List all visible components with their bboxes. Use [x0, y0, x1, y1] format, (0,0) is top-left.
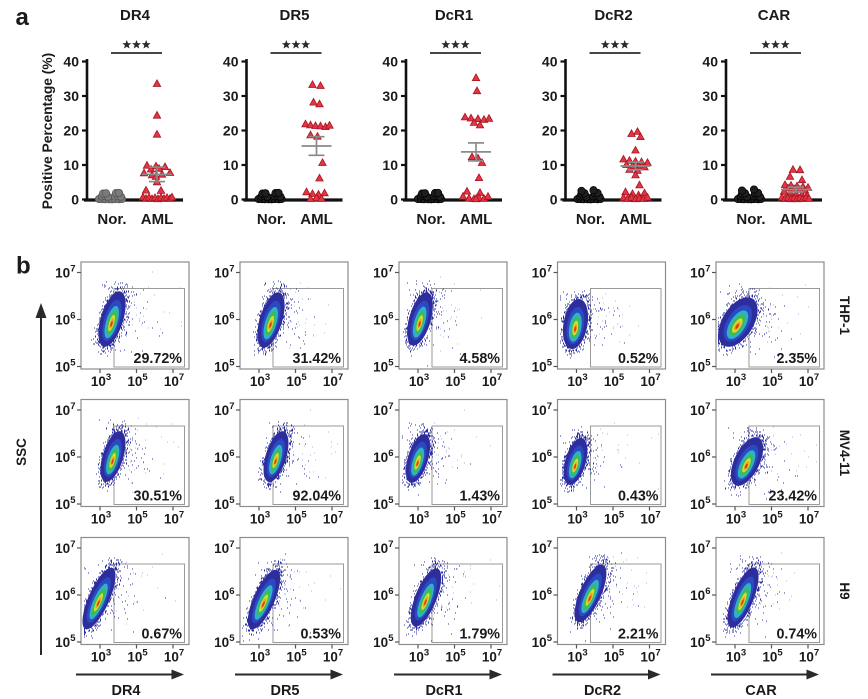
svg-text:10: 10 — [223, 157, 239, 173]
svg-text:0.53%: 0.53% — [300, 627, 341, 643]
svg-text:SSC: SSC — [14, 438, 29, 466]
svg-text:30: 30 — [382, 88, 398, 104]
svg-text:DR5: DR5 — [270, 683, 299, 699]
svg-text:20: 20 — [63, 123, 79, 139]
svg-text:2.21%: 2.21% — [618, 627, 659, 643]
svg-text:Nor.: Nor. — [736, 211, 765, 228]
svg-text:31.42%: 31.42% — [293, 351, 342, 367]
svg-text:30: 30 — [63, 88, 79, 104]
svg-text:DcR2: DcR2 — [584, 683, 621, 699]
svg-text:10: 10 — [63, 157, 79, 173]
svg-text:0.67%: 0.67% — [141, 627, 182, 643]
svg-text:40: 40 — [223, 54, 239, 70]
svg-text:10: 10 — [382, 157, 398, 173]
svg-text:0: 0 — [231, 192, 239, 208]
svg-text:30.51%: 30.51% — [134, 489, 183, 505]
svg-text:CAR: CAR — [758, 7, 791, 24]
svg-text:0: 0 — [710, 192, 718, 208]
svg-text:THP-1: THP-1 — [837, 296, 852, 335]
svg-text:2.35%: 2.35% — [776, 351, 817, 367]
svg-text:DcR1: DcR1 — [425, 683, 462, 699]
svg-text:Nor.: Nor. — [97, 211, 126, 228]
svg-text:AML: AML — [141, 211, 174, 228]
svg-text:a: a — [16, 4, 30, 31]
svg-text:0: 0 — [550, 192, 558, 208]
svg-text:10: 10 — [702, 157, 718, 173]
svg-text:0.74%: 0.74% — [776, 627, 817, 643]
svg-text:0.43%: 0.43% — [618, 489, 659, 505]
svg-text:Nor.: Nor. — [257, 211, 286, 228]
svg-text:40: 40 — [382, 54, 398, 70]
svg-text:Nor.: Nor. — [576, 211, 605, 228]
svg-text:20: 20 — [382, 123, 398, 139]
svg-text:40: 40 — [702, 54, 718, 70]
svg-text:0.52%: 0.52% — [618, 351, 659, 367]
svg-text:H9: H9 — [837, 582, 852, 599]
svg-text:AML: AML — [460, 211, 493, 228]
svg-text:DcR2: DcR2 — [594, 7, 632, 24]
svg-text:b: b — [16, 253, 31, 280]
svg-text:40: 40 — [63, 54, 79, 70]
svg-text:10: 10 — [542, 157, 558, 173]
svg-text:DR4: DR4 — [111, 683, 140, 699]
svg-text:0: 0 — [390, 192, 398, 208]
svg-text:1.43%: 1.43% — [459, 489, 500, 505]
svg-text:DR4: DR4 — [120, 7, 151, 24]
svg-text:40: 40 — [542, 54, 558, 70]
svg-text:0: 0 — [71, 192, 79, 208]
svg-text:29.72%: 29.72% — [134, 351, 183, 367]
svg-text:DcR1: DcR1 — [435, 7, 473, 24]
svg-text:AML: AML — [619, 211, 652, 228]
svg-text:4.58%: 4.58% — [459, 351, 500, 367]
svg-text:20: 20 — [702, 123, 718, 139]
svg-text:CAR: CAR — [745, 683, 777, 699]
svg-text:Positive Percentage (%): Positive Percentage (%) — [40, 53, 55, 209]
svg-text:23.42%: 23.42% — [769, 489, 818, 505]
svg-text:MV4-11: MV4-11 — [837, 430, 852, 477]
svg-text:DR5: DR5 — [279, 7, 309, 24]
svg-text:20: 20 — [223, 123, 239, 139]
svg-text:AML: AML — [300, 211, 333, 228]
svg-text:30: 30 — [542, 88, 558, 104]
svg-text:20: 20 — [542, 123, 558, 139]
svg-text:30: 30 — [702, 88, 718, 104]
svg-text:AML: AML — [780, 211, 813, 228]
svg-text:92.04%: 92.04% — [293, 489, 342, 505]
svg-text:30: 30 — [223, 88, 239, 104]
svg-text:Nor.: Nor. — [416, 211, 445, 228]
svg-text:1.79%: 1.79% — [459, 627, 500, 643]
